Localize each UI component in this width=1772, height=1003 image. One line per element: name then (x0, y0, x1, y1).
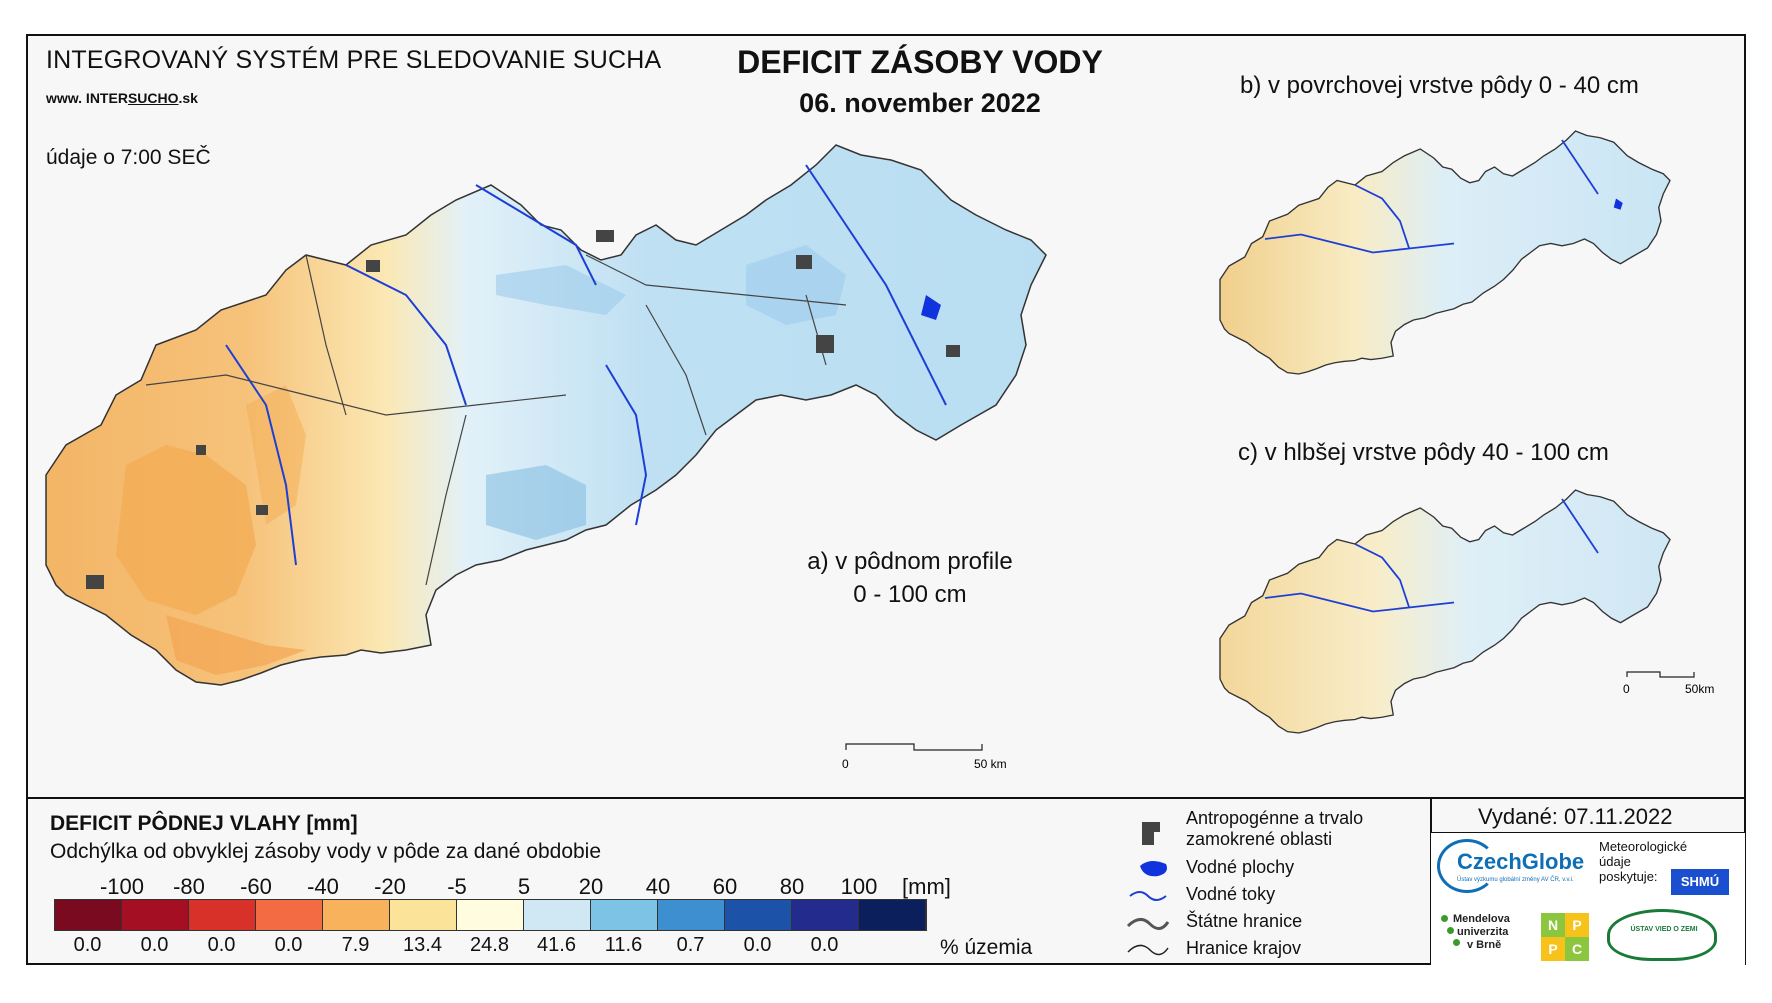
legend-percentage: 0.0 (73, 934, 102, 956)
legend-tick: 80 (779, 874, 805, 899)
mendel-logo: Mendelova univerzita v Brně (1453, 913, 1510, 951)
legend-tick: -5 (447, 874, 467, 899)
legend-tick: -100 (99, 874, 145, 899)
inset-scalebar-end: 50km (1685, 682, 1714, 696)
state-border-key-icon (1126, 918, 1170, 930)
legend-swatch (859, 900, 926, 930)
legend-swatch (55, 900, 122, 930)
legend-tick: -20 (374, 874, 406, 899)
urban-areas (86, 230, 960, 589)
legend-percentage: 7.9 (341, 934, 370, 956)
main-scalebar (845, 743, 983, 751)
legend-percentage: 0.0 (274, 934, 303, 956)
water-key-icon (1140, 860, 1167, 877)
legend-tick: 40 (645, 874, 671, 899)
legend-subtitle: Odchýlka od obvyklej zásoby vody v pôde … (50, 840, 602, 863)
legend-percentage: 0.0 (207, 934, 236, 956)
legend-unit: [mm] (902, 874, 951, 899)
legend-tick: 100 (840, 874, 878, 899)
main-title: DEFICIT ZÁSOBY VODY (737, 44, 1103, 80)
wet-area (486, 465, 586, 540)
legend-percentage: 0.0 (743, 934, 772, 956)
meteo-credit: Meteorologické údaje poskytuje: (1599, 839, 1688, 884)
legend-panel (26, 797, 1746, 967)
legend-swatch (189, 900, 256, 930)
nppc-logo: N P P C (1541, 913, 1589, 961)
date-label: 06. november 2022 (799, 88, 1041, 118)
legend-tick: -60 (240, 874, 272, 899)
legend-swatch (725, 900, 792, 930)
issued-date: Vydané: 07.11.2022 (1478, 804, 1673, 829)
rivers (225, 164, 947, 566)
region-borders (145, 254, 847, 586)
inset-scalebar-zero: 0 (1623, 682, 1630, 696)
key-water: Vodné plochy (1186, 857, 1295, 877)
legend-swatch (658, 900, 725, 930)
legend-percentage: 41.6 (537, 934, 576, 956)
legend-colorbar (54, 899, 927, 931)
legend-tick: 20 (578, 874, 604, 899)
legend-swatch (122, 900, 189, 930)
legend-tick: 5 (517, 874, 531, 899)
urban-key-icon (1142, 822, 1160, 845)
river-key-icon (1129, 891, 1167, 901)
logos-panel: CzechGlobe Ústav výzkumu globální změny … (1431, 832, 1745, 965)
key-region-border: Hranice krajov (1186, 938, 1302, 958)
legend-swatch (591, 900, 658, 930)
map-b-surface-layer (1219, 130, 1671, 375)
legend-swatch (524, 900, 591, 930)
panel-c-label: c) v hlbšej vrstve pôdy 40 - 100 cm (1238, 439, 1609, 466)
key-rivers: Vodné toky (1186, 884, 1276, 904)
panel-b-label: b) v povrchovej vrstve pôdy 0 - 40 cm (1240, 72, 1639, 99)
mendel-dots (1441, 915, 1460, 959)
map-a-soil-profile (45, 144, 1047, 686)
panel-a-label: a) v pôdnom profile 0 - 100 cm (807, 548, 1013, 608)
key-urban: Antropogénne a trvalo zamokrené oblasti (1186, 808, 1364, 849)
legend-tick: -80 (173, 874, 205, 899)
map-c-deep-layer (1219, 489, 1671, 734)
legend-title: DEFICIT PÔDNEJ VLAHY [mm] (50, 812, 358, 835)
legend-swatch (323, 900, 390, 930)
region-border-key-icon (1127, 944, 1169, 956)
main-scalebar-end: 50 km (974, 757, 1007, 771)
legend-percentage: 0.7 (676, 934, 705, 956)
main-scalebar-zero: 0 (842, 757, 849, 771)
time-note: údaje o 7:00 SEČ (46, 146, 211, 169)
legend-percentage: 0.0 (140, 934, 169, 956)
legend-tick: 60 (712, 874, 738, 899)
system-title: INTEGROVANÝ SYSTÉM PRE SLEDOVANIE SUCHA (46, 46, 662, 74)
legend-swatch (390, 900, 457, 930)
legend-percentage: 24.8 (470, 934, 509, 956)
legend-swatch (256, 900, 323, 930)
website-link[interactable]: www. INTERSUCHO.sk (46, 90, 198, 106)
legend-percentage: 13.4 (403, 934, 442, 956)
inset-scalebar (1626, 671, 1695, 678)
percent-unit: % územia (940, 936, 1033, 959)
legend-swatch (792, 900, 859, 930)
legend-swatch (457, 900, 524, 930)
dry-area (116, 445, 256, 615)
uvz-logo: ÚSTAV VIED O ZEMI (1607, 909, 1717, 961)
legend-percentage: 0.0 (810, 934, 839, 956)
czechglobe-logo: CzechGlobe Ústav výzkumu globální změny … (1437, 839, 1597, 893)
legend-percentage: 11.6 (604, 934, 643, 956)
shmu-logo: SHMÚ (1671, 869, 1729, 895)
legend-tick: -40 (307, 874, 339, 899)
key-state-border: Štátne hranice (1186, 911, 1303, 931)
